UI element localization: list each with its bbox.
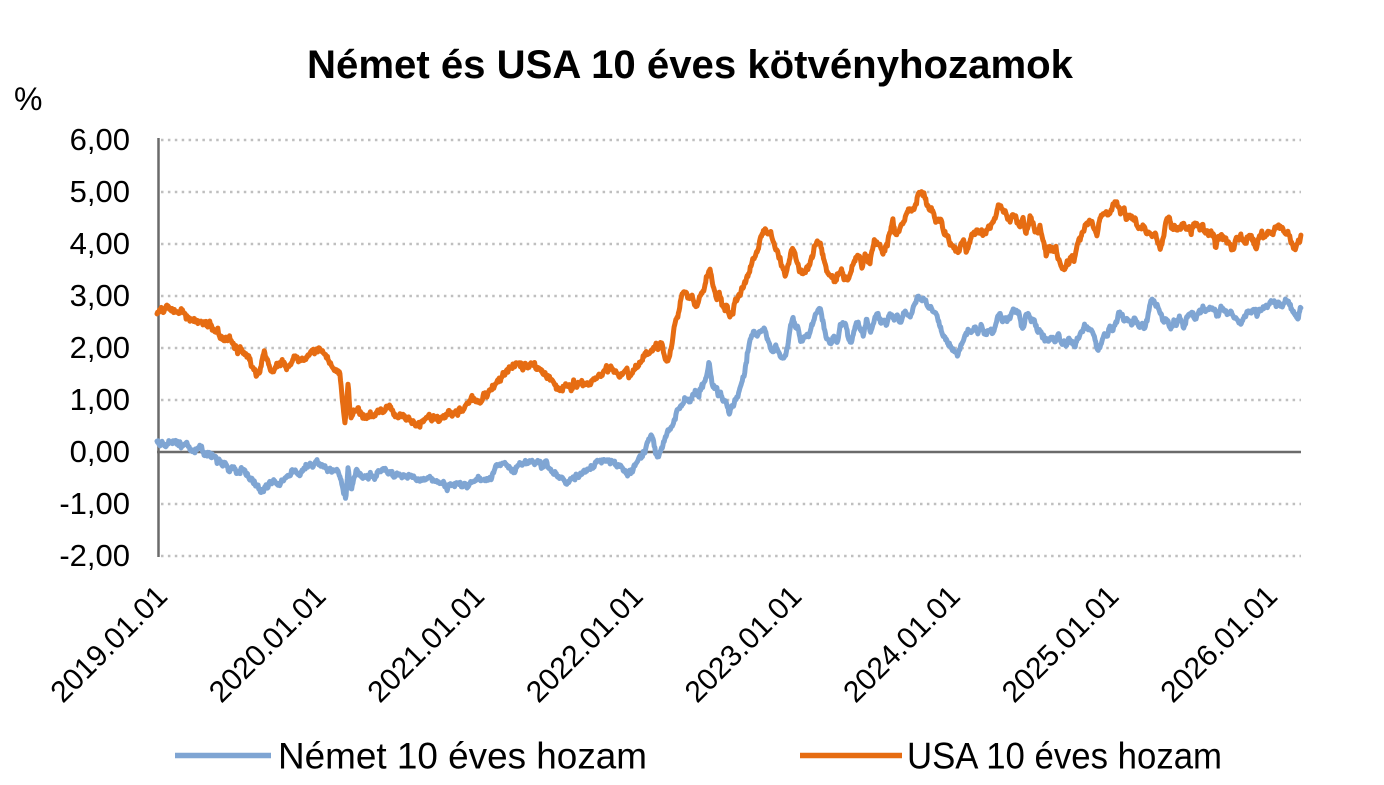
svg-text:3,00: 3,00: [70, 278, 130, 313]
svg-text:-2,00: -2,00: [59, 538, 130, 573]
svg-text:%: %: [14, 81, 42, 117]
svg-text:-1,00: -1,00: [59, 486, 130, 521]
svg-text:1,00: 1,00: [70, 382, 130, 417]
svg-text:5,00: 5,00: [70, 174, 130, 209]
svg-text:0,00: 0,00: [70, 434, 130, 469]
svg-text:Német 10 éves hozam: Német 10 éves hozam: [278, 736, 647, 777]
svg-text:USA 10 éves hozam: USA 10 éves hozam: [907, 736, 1222, 777]
svg-text:4,00: 4,00: [70, 226, 130, 261]
svg-text:Német és USA 10 éves kötvényho: Német és USA 10 éves kötvényhozamok: [307, 43, 1074, 87]
svg-text:6,00: 6,00: [70, 122, 130, 157]
svg-text:2,00: 2,00: [70, 330, 130, 365]
